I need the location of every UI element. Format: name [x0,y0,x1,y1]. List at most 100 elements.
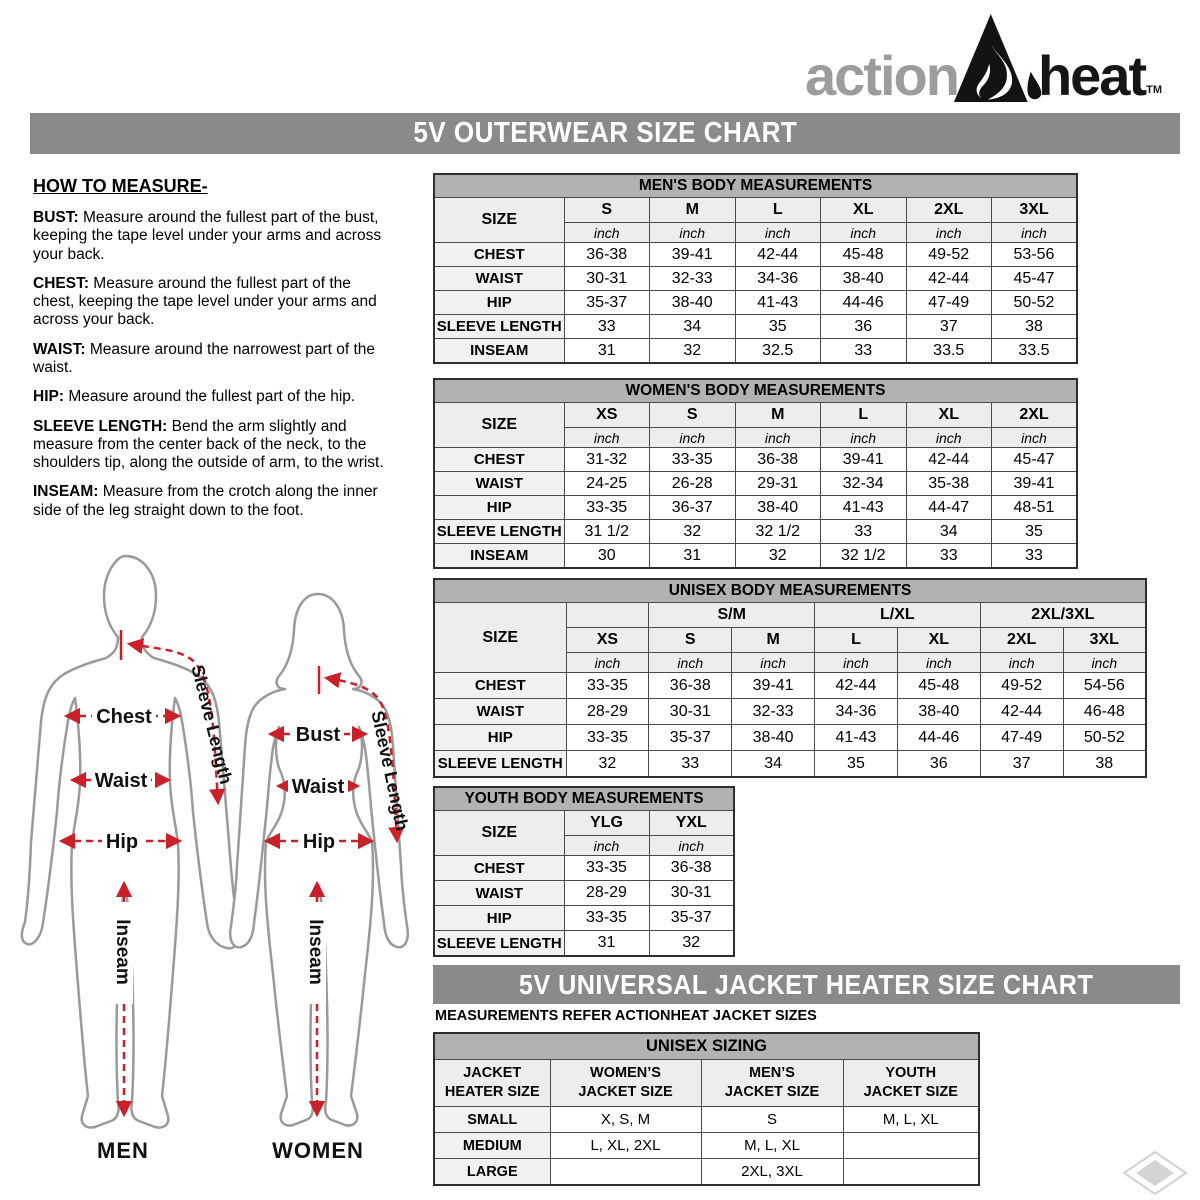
cell-value: M, L, XL [700,1132,844,1159]
cell-value: 32 1/2 [820,543,907,569]
cell-value: 30-31 [563,266,650,291]
row-label: WAIST [433,471,565,496]
cell-value: 33 [648,750,733,778]
cell-value: 35 [814,750,898,778]
womens-measurements-table: WOMEN'S BODY MEASUREMENTS SIZE XS S M L … [433,378,1078,569]
size-header: XS [565,627,650,653]
trademark-symbol: TM [1146,84,1162,96]
cell-value: 38 [991,314,1078,339]
youth-measurements-table: YOUTH BODY MEASUREMENTS SIZE YLG YXL inc… [433,786,735,957]
size-header: L [820,402,907,428]
cell-value: 45-48 [820,242,907,267]
man-inseam-label: Inseam [112,919,133,984]
table-title: MEN'S BODY MEASUREMENTS [433,173,1078,198]
woman-waist-label: Waist [292,776,345,798]
cell-value: 33 [820,519,907,544]
unit-label: inch [731,652,816,673]
table-row: INSEAM 30 31 32 32 1/2 33 33 [433,543,1078,569]
cell-value: 36-38 [734,447,821,472]
row-label: WAIST [433,266,565,291]
cell-value [842,1158,980,1186]
cell-value: 32.5 [734,338,821,364]
cell-value: 31-32 [563,447,650,472]
cell-value: 2XL, 3XL [700,1158,844,1186]
row-label: CHEST [433,672,567,699]
label-bg [292,723,344,744]
cell-value: 34-36 [734,266,821,291]
size-header: YLG [563,810,650,836]
group-header: L/XL [814,602,981,628]
cell-value: 37 [979,750,1064,778]
cell-value: 36-37 [649,495,736,520]
table-row: HIP 35-37 38-40 41-43 44-46 47-49 50-52 [433,290,1078,315]
group-header-empty [565,602,650,628]
size-label: SIZE [433,402,565,448]
unit-label: inch [649,427,736,448]
cell-value: 32 1/2 [734,519,821,544]
cell-value: 34 [905,519,992,544]
group-header: 2XL/3XL [979,602,1147,628]
cell-value: 42-44 [814,672,898,699]
unit-label: inch [648,835,735,856]
cell-value: 39-41 [649,242,736,267]
table-row: MEDIUM L, XL, 2XL M, L, XL [433,1132,980,1159]
cell-value: 31 [563,338,650,364]
man-waist-label: Waist [95,770,148,792]
cell-value: 45-47 [991,447,1078,472]
actionheat-logo: action heat TM [772,10,1162,104]
cell-value: 33-35 [563,495,650,520]
cell-value: 32 [734,543,821,569]
row-label: CHEST [433,855,565,881]
row-label: SLEEVE LENGTH [433,519,565,544]
unit-label: inch [563,427,650,448]
cell-value: 33-35 [565,724,650,751]
size-header: 2XL [979,627,1064,653]
size-header: M [649,197,736,223]
table-row: SLEEVE LENGTH 33 34 35 36 37 38 [433,314,1078,339]
unit-label: inch [979,652,1064,673]
woman-bust-label: Bust [296,724,341,746]
cell-value: 38-40 [649,290,736,315]
label-bg [308,902,326,1004]
cell-value: 42-44 [734,242,821,267]
cell-value: 36-38 [648,672,733,699]
size-header: S [648,627,733,653]
cell-value: 32 [649,519,736,544]
heater-chart-title-bar: 5V UNIVERSAL JACKET HEATER SIZE CHART [433,965,1180,1004]
label-bg [102,830,142,851]
row-label: SLEEVE LENGTH [433,930,565,957]
cell-value: 33.5 [991,338,1078,364]
size-header: 2XL [905,197,992,223]
cell-value: 35 [991,519,1078,544]
cell-value: 33 [563,314,650,339]
cell-value: 42-44 [905,447,992,472]
measure-item-hip: HIP: Measure around the fullest part of … [33,388,356,406]
label-bg [288,775,348,796]
cell-value: 35-37 [648,724,733,751]
cell-value: 35 [734,314,821,339]
cell-value: 50-52 [1062,724,1147,751]
cell-value: 39-41 [820,447,907,472]
cell-value: 46-48 [1062,698,1147,725]
measure-item-sleeve: SLEEVE LENGTH: Bend the arm slightly and… [33,417,384,472]
size-header: YXL [648,810,735,836]
row-label: INSEAM [433,543,565,569]
row-label: WAIST [433,698,567,725]
cell-value: 33 [820,338,907,364]
cell-value: 32-34 [820,471,907,496]
diamond-watermark-icon [1122,1150,1188,1196]
cell-value: 38-40 [734,495,821,520]
cell-value: 36-38 [563,242,650,267]
cell-value: 34 [731,750,816,778]
size-label: SIZE [433,810,565,856]
size-header: M [731,627,816,653]
man-chest-label: Chest [96,706,152,728]
cell-value: 31 [563,930,650,957]
size-label: SIZE [433,197,565,243]
cell-value: 32 [648,930,735,957]
unit-label: inch [1062,652,1147,673]
cell-value: 34 [649,314,736,339]
row-label: INSEAM [433,338,565,364]
unit-label: inch [991,222,1078,243]
cell-value: 44-46 [820,290,907,315]
